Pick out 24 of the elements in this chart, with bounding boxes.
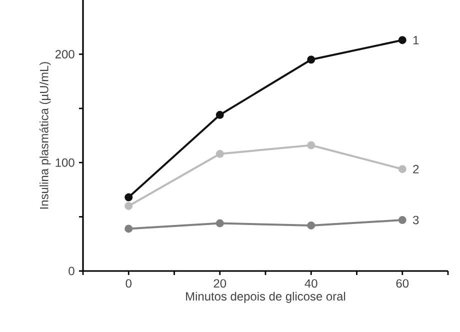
point: [216, 110, 224, 119]
point: [398, 36, 406, 44]
point: [124, 202, 133, 210]
point: [124, 224, 133, 233]
series-label: 2: [413, 164, 419, 174]
x-tick-label: 60: [396, 279, 409, 288]
series-label: 3: [413, 216, 419, 224]
x-axis-title: Minutos depois de glicose oral: [186, 292, 346, 303]
point: [398, 216, 406, 224]
point: [398, 165, 406, 174]
x-tick-label: 0: [126, 279, 132, 288]
y-tick-label: 0: [68, 266, 74, 276]
point: [216, 219, 224, 228]
y-tick-label: 100: [56, 158, 74, 167]
point: [307, 56, 316, 64]
point: [216, 150, 224, 158]
series-label: 1: [413, 36, 419, 44]
x-tick-label: 20: [214, 279, 226, 288]
y-tick-label: 200: [55, 50, 74, 58]
point: [124, 193, 133, 202]
y-axis-title: Insulina plasmática (µU/mL): [39, 62, 51, 209]
point: [307, 221, 316, 230]
point: [307, 141, 316, 150]
x-tick-label: 40: [304, 279, 318, 288]
